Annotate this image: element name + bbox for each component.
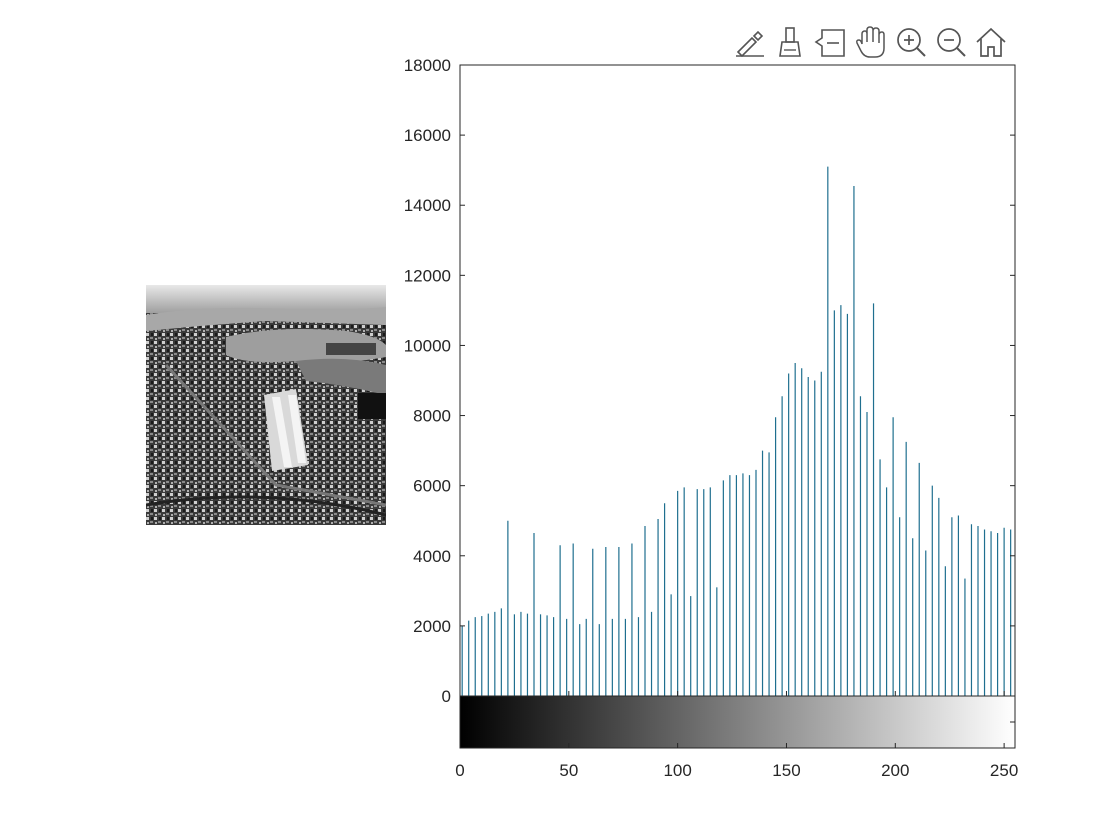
x-tick-label: 250	[990, 761, 1018, 780]
x-axis: 0 50 100 150 200 250	[455, 691, 1018, 780]
x-tick-label: 200	[881, 761, 909, 780]
y-tick-label: 8000	[413, 407, 451, 426]
histogram-stems	[461, 166, 1012, 696]
figure-toolbar	[732, 22, 1016, 62]
y-tick-label: 10000	[404, 336, 451, 355]
y-tick-label: 18000	[404, 56, 451, 75]
brush-edit-icon[interactable]	[732, 22, 770, 62]
aerial-grayscale-image	[146, 285, 386, 525]
y-tick-label: 14000	[404, 196, 451, 215]
pan-icon[interactable]	[852, 22, 890, 62]
x-tick-label: 0	[455, 761, 464, 780]
zoom-in-icon[interactable]	[892, 22, 930, 62]
x-tick-label: 150	[772, 761, 800, 780]
zoom-out-icon[interactable]	[932, 22, 970, 62]
y-tick-label: 16000	[404, 126, 451, 145]
y-tick-label: 0	[442, 687, 451, 706]
grayscale-colorbar	[459, 695, 1016, 749]
y-tick-label: 4000	[413, 547, 451, 566]
data-tips-icon[interactable]	[812, 22, 850, 62]
x-tick-label: 50	[559, 761, 578, 780]
y-tick-label: 12000	[404, 266, 451, 285]
y-tick-label: 6000	[413, 477, 451, 496]
y-axis: 0 2000 4000 6000 8000 10000 12000 14000 16000 180…	[404, 56, 1015, 706]
home-icon[interactable]	[972, 22, 1010, 62]
x-tick-label: 100	[663, 761, 691, 780]
y-tick-label: 2000	[413, 617, 451, 636]
data-brush-icon[interactable]	[772, 22, 810, 62]
